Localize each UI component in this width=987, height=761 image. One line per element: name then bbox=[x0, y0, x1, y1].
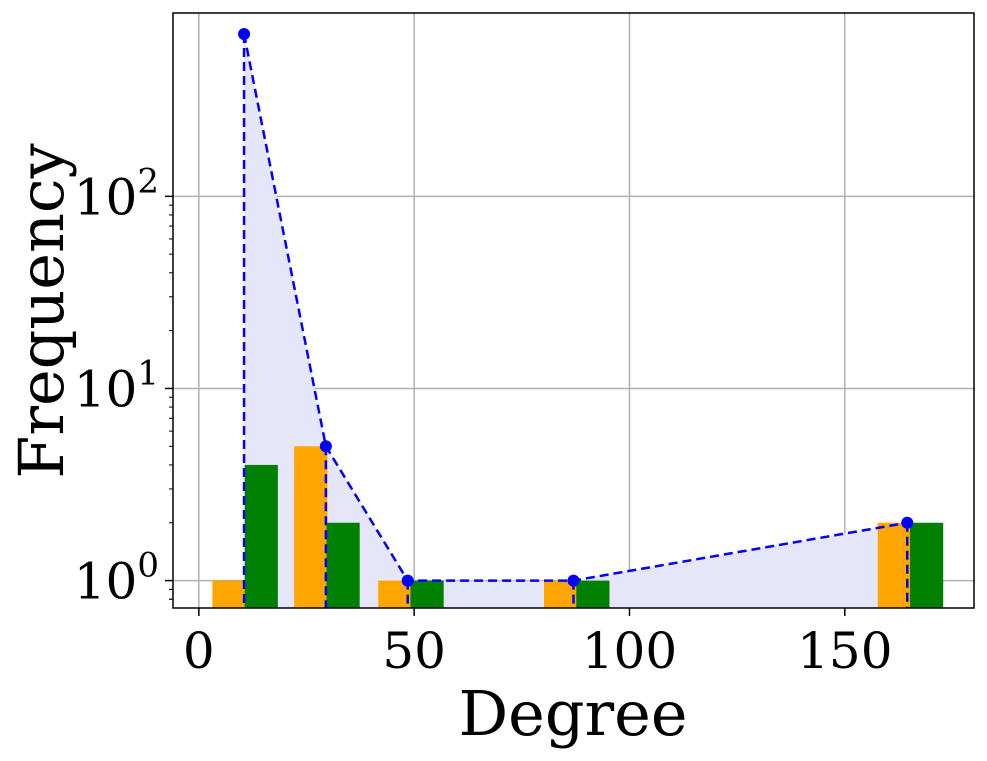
x-tick-label: 100 bbox=[582, 622, 677, 680]
grid bbox=[173, 13, 974, 608]
bar bbox=[212, 580, 246, 608]
line-series bbox=[238, 27, 914, 608]
bars bbox=[212, 446, 944, 608]
bar bbox=[294, 446, 328, 608]
bar bbox=[877, 522, 911, 608]
plot-frame bbox=[172, 12, 975, 609]
bar bbox=[410, 580, 444, 608]
x-tick-label: 150 bbox=[797, 622, 892, 680]
y-tick-label: 100 bbox=[74, 546, 159, 611]
line-point bbox=[401, 574, 414, 587]
line-point bbox=[567, 574, 580, 587]
x-tick-label: 0 bbox=[183, 622, 215, 680]
line-point bbox=[901, 516, 914, 529]
bar bbox=[576, 580, 610, 608]
ticks: 0 50 100 150 100 101 102 bbox=[74, 161, 893, 680]
x-axis-title: Degree bbox=[458, 677, 687, 750]
bar bbox=[910, 522, 944, 608]
x-tick-label: 50 bbox=[382, 622, 446, 680]
bar bbox=[326, 522, 360, 608]
line-point bbox=[238, 27, 251, 40]
y-tick-label: 102 bbox=[74, 161, 159, 226]
line-point bbox=[319, 440, 332, 453]
bar bbox=[244, 464, 278, 608]
y-tick-label: 101 bbox=[74, 353, 159, 418]
y-axis-title: Frequency bbox=[5, 143, 78, 478]
